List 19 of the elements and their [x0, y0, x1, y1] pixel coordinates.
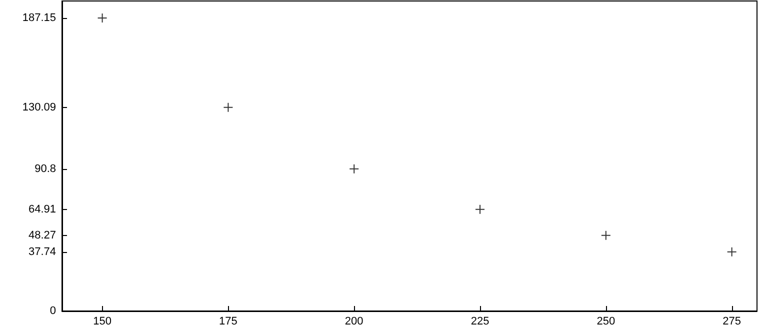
x-tick-label: 225	[470, 316, 490, 327]
x-tick-label: 250	[596, 316, 616, 327]
point	[726, 246, 737, 257]
point	[475, 204, 486, 214]
point	[600, 230, 611, 240]
y-tick-label: 48.27	[28, 229, 56, 242]
y-tick-label: 64.91	[28, 203, 56, 216]
x-tick-label: 275	[722, 316, 741, 327]
y-tick-label: 90.8	[34, 162, 56, 175]
x-tick-label: 175	[219, 316, 238, 327]
point	[349, 164, 360, 174]
point	[97, 12, 108, 23]
y-tick-label: 37.74	[28, 246, 56, 258]
y-tick-label: 187.15	[22, 12, 56, 24]
x-tick-label: 200	[344, 316, 364, 327]
y-tick-label: 130.09	[22, 101, 56, 114]
point	[223, 102, 234, 112]
x-tick-label: 150	[93, 316, 112, 327]
y-tick-label: 0	[50, 305, 56, 317]
